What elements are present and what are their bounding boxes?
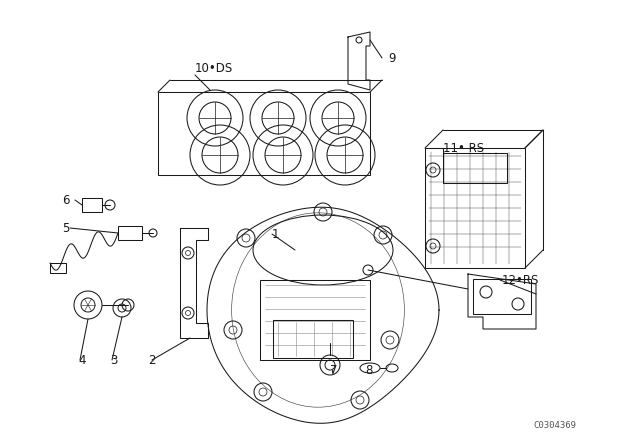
Text: 11• RS: 11• RS [443,142,484,155]
Bar [425,148,525,268]
Text: 12•RS: 12•RS [502,273,540,287]
Text: 1: 1 [272,228,280,241]
Bar [273,320,353,358]
Bar [50,263,66,273]
Bar [158,92,370,175]
Bar [473,279,531,314]
Text: 6: 6 [62,194,70,207]
Text: C0304369: C0304369 [534,421,577,430]
Bar [82,198,102,212]
Text: 10•DS: 10•DS [195,61,233,74]
Text: 9: 9 [388,52,396,65]
Text: 5: 5 [62,221,69,234]
Text: 4: 4 [78,353,86,366]
Text: 2: 2 [148,353,156,366]
Bar [443,153,507,183]
Text: 7: 7 [330,363,337,376]
Text: 3: 3 [110,353,117,366]
Text: 8: 8 [365,363,372,376]
Bar [118,226,142,240]
Bar [260,280,370,360]
